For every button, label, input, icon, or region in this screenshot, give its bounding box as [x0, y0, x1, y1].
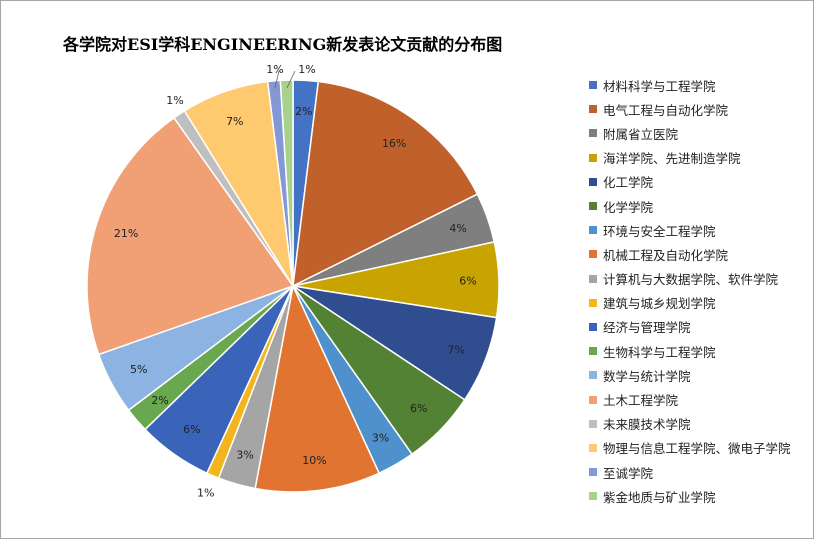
- legend-swatch: [589, 443, 597, 452]
- data-label: 10%: [302, 454, 326, 467]
- legend-item: 环境与安全工程学院: [589, 218, 791, 242]
- legend-item: 计算机与大数据学院、软件学院: [589, 267, 791, 291]
- data-label: 1%: [166, 94, 183, 107]
- legend-label: 土木工程学院: [603, 393, 679, 409]
- legend-item: 紫金地质与矿业学院: [589, 484, 791, 508]
- legend-swatch: [589, 298, 597, 307]
- legend-label: 紫金地质与矿业学院: [603, 489, 716, 505]
- legend-item: 土木工程学院: [589, 387, 791, 411]
- legend-swatch: [589, 250, 597, 259]
- legend-item: 经济与管理学院: [589, 315, 791, 339]
- data-label: 6%: [410, 402, 427, 415]
- data-label: 7%: [226, 115, 243, 128]
- legend-label: 经济与管理学院: [603, 320, 691, 336]
- data-label: 21%: [114, 227, 138, 240]
- legend-label: 计算机与大数据学院、软件学院: [603, 272, 779, 288]
- data-label: 16%: [382, 137, 406, 150]
- legend: 材料科学与工程学院 电气工程与自动化学院 附属省立医院海洋学院、先进制造学院 化工学院…: [589, 73, 791, 508]
- legend-swatch: [589, 395, 597, 404]
- legend-swatch: [589, 492, 597, 501]
- legend-label: 电气工程与自动化学院: [603, 102, 729, 118]
- leader-line: [286, 70, 296, 89]
- legend-item: 化工学院: [589, 170, 791, 194]
- legend-swatch: [589, 81, 597, 90]
- pie-slice: [292, 80, 479, 288]
- legend-item: 建筑与城乡规划学院: [589, 291, 791, 315]
- legend-item: 电气工程与自动化学院: [589, 97, 791, 121]
- data-label: 3%: [372, 432, 389, 445]
- legend-label: 数学与统计学院: [603, 368, 691, 384]
- legend-label: 附属省立医院: [603, 126, 679, 142]
- legend-label: 化工学院: [603, 175, 654, 191]
- pie-slice: [279, 79, 294, 287]
- legend-swatch: [589, 226, 597, 235]
- legend-item: 材料科学与工程学院: [589, 73, 791, 97]
- legend-swatch: [589, 177, 597, 186]
- data-label: 1%: [298, 63, 315, 76]
- legend-label: 海洋学院、先进制造学院: [603, 151, 741, 167]
- legend-label: 环境与安全工程学院: [603, 223, 716, 239]
- legend-item: 至诚学院: [589, 460, 791, 484]
- legend-item: 机械工程及自动化学院: [589, 242, 791, 266]
- data-label: 2%: [295, 105, 312, 118]
- data-label: 4%: [449, 222, 466, 235]
- data-label: 1%: [197, 486, 214, 499]
- legend-swatch: [589, 129, 597, 138]
- data-label: 7%: [448, 343, 465, 356]
- legend-label: 未来膜技术学院: [603, 417, 691, 433]
- legend-label: 生物科学与工程学院: [603, 344, 716, 360]
- legend-swatch: [589, 347, 597, 356]
- legend-item: 海洋学院、先进制造学院: [589, 146, 791, 170]
- legend-swatch: [589, 105, 597, 114]
- data-label: 6%: [459, 275, 476, 288]
- chart-title: 各学院对ESI学科ENGINEERING新发表论文贡献的分布图: [63, 35, 503, 54]
- data-label: 6%: [183, 423, 200, 436]
- legend-item: 未来膜技术学院: [589, 412, 791, 436]
- legend-label: 物理与信息工程学院、微电子学院: [603, 441, 791, 457]
- legend-item: 物理与信息工程学院、微电子学院: [589, 436, 791, 460]
- pie-slice: [86, 116, 295, 356]
- legend-item: 化学学院: [589, 194, 791, 218]
- leader-line: [274, 70, 280, 89]
- legend-label: 机械工程及自动化学院: [603, 247, 729, 263]
- data-label: 2%: [151, 394, 168, 407]
- legend-swatch: [589, 202, 597, 211]
- legend-item: 附属省立医院: [589, 121, 791, 145]
- legend-swatch: [589, 322, 597, 331]
- legend-label: 至诚学院: [603, 465, 654, 481]
- legend-item: 数学与统计学院: [589, 363, 791, 387]
- data-label: 5%: [130, 363, 147, 376]
- legend-swatch: [589, 371, 597, 380]
- legend-label: 化学学院: [603, 199, 654, 215]
- legend-swatch: [589, 468, 597, 477]
- pie-slice: [254, 283, 381, 493]
- legend-swatch: [589, 274, 597, 283]
- legend-swatch: [589, 419, 597, 428]
- legend-swatch: [589, 153, 597, 162]
- data-label: 1%: [266, 63, 283, 76]
- legend-item: 生物科学与工程学院: [589, 339, 791, 363]
- data-label: 3%: [236, 448, 253, 461]
- legend-label: 材料科学与工程学院: [603, 78, 716, 94]
- legend-label: 建筑与城乡规划学院: [603, 296, 716, 312]
